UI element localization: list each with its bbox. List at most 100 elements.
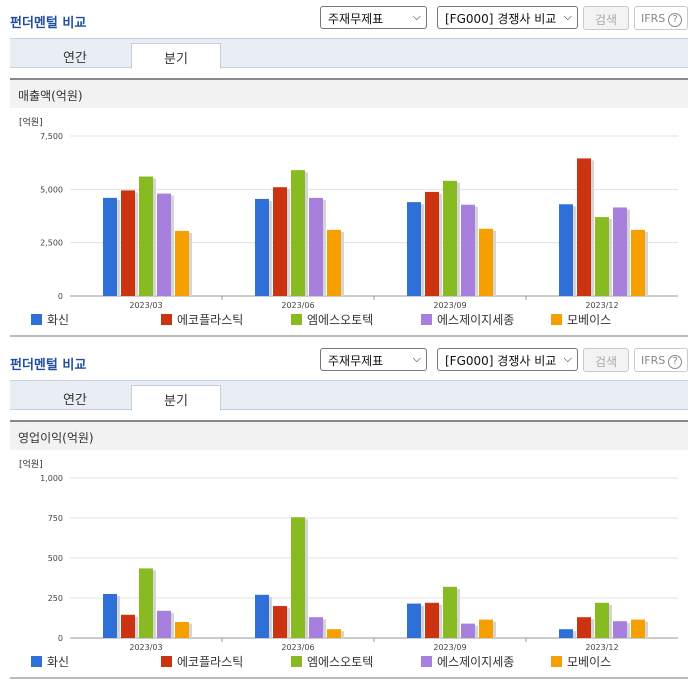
ifrs-help-button[interactable]: IFRS? <box>634 348 688 372</box>
bar <box>631 619 645 638</box>
peer-group-select[interactable]: [FG000] 경쟁사 비교 ⌵ <box>437 348 578 371</box>
statement-select-value: 주재무제표 <box>328 12 384 26</box>
y-tick-label: 500 <box>48 554 63 563</box>
unit-label: [억원] <box>19 116 43 128</box>
fundamental-panel-sales: 펀더멘털 비교 주재무제표 ⌵ [FG000] 경쟁사 비교 ⌵ 검색 IFRS? … <box>10 6 688 337</box>
section-header: 영업이익(억원) <box>10 420 688 450</box>
panel-title: 펀더멘털 비교 <box>10 16 87 31</box>
bar <box>157 193 171 296</box>
bar <box>121 190 135 296</box>
legend-swatch <box>421 656 432 667</box>
bar <box>443 586 457 638</box>
bar <box>479 619 493 638</box>
question-icon: ? <box>668 355 683 369</box>
bar <box>139 176 153 296</box>
statement-select[interactable]: 주재무제표 ⌵ <box>320 6 427 29</box>
statement-select-value: 주재무제표 <box>328 354 384 368</box>
bar <box>425 191 439 296</box>
legend-swatch <box>291 656 302 667</box>
period-tabs: 연간 분기 <box>10 380 688 411</box>
statement-select[interactable]: 주재무제표 ⌵ <box>320 348 427 371</box>
tab-annual[interactable]: 연간 <box>63 51 87 66</box>
legend-label: 에스제이지세종 <box>437 313 514 327</box>
peer-group-select-value: [FG000] 경쟁사 비교 <box>445 12 557 26</box>
section-title: 매출액(억원) <box>18 89 83 103</box>
bar <box>309 617 323 638</box>
bar <box>327 229 341 296</box>
bar <box>461 623 475 638</box>
y-tick-label: 0 <box>58 634 63 643</box>
bar <box>595 602 609 638</box>
section-header: 매출액(억원) <box>10 78 688 108</box>
legend-label: 에스제이지세종 <box>437 655 514 669</box>
legend-swatch <box>161 656 172 667</box>
bar <box>309 197 323 296</box>
section-title: 영업이익(억원) <box>18 431 94 445</box>
legend-label: 화신 <box>47 655 69 669</box>
y-tick-label: 1,000 <box>40 474 63 483</box>
legend-label: 모베이스 <box>567 655 611 669</box>
bar <box>631 229 645 296</box>
bar <box>613 207 627 296</box>
y-tick-label: 5,000 <box>40 185 63 194</box>
legend-label: 엠에스오토텍 <box>307 655 373 669</box>
period-tabs: 연간 분기 <box>10 38 688 69</box>
divider <box>10 335 688 337</box>
ifrs-label: IFRS <box>641 354 666 367</box>
bar <box>407 603 421 638</box>
bar <box>577 617 591 638</box>
legend-swatch <box>161 314 172 325</box>
chevron-down-icon: ⌵ <box>563 352 572 365</box>
tab-quarterly[interactable]: 분기 <box>131 43 221 69</box>
x-tick-label: 2023/06 <box>281 301 314 310</box>
y-tick-label: 2,500 <box>40 239 63 248</box>
y-tick-label: 250 <box>48 594 63 603</box>
bar <box>103 594 117 638</box>
fundamental-panel-operating-profit: 펀더멘털 비교 주재무제표 ⌵ [FG000] 경쟁사 비교 ⌵ 검색 IFRS? … <box>0 342 696 684</box>
legend-swatch <box>31 314 42 325</box>
x-tick-label: 2023/03 <box>129 643 162 652</box>
bar <box>407 202 421 296</box>
tab-quarterly[interactable]: 분기 <box>131 385 221 411</box>
bar <box>103 197 117 296</box>
search-button[interactable]: 검색 <box>583 348 629 372</box>
operating-profit-bar-chart: [억원] 0 250 500 750 1,000 2023/03 2023/06 2023/09… <box>19 458 678 669</box>
legend-label: 에코플라스틱 <box>177 313 243 327</box>
peer-group-select-value: [FG000] 경쟁사 비교 <box>445 354 557 368</box>
question-icon: ? <box>668 13 683 27</box>
x-tick-label: 2023/06 <box>281 643 314 652</box>
y-tick-label: 7,500 <box>40 132 63 141</box>
tab-annual[interactable]: 연간 <box>63 393 87 408</box>
bar <box>559 629 573 638</box>
bar <box>479 228 493 296</box>
bar <box>291 517 305 638</box>
legend-label: 모베이스 <box>567 313 611 327</box>
legend-swatch <box>291 314 302 325</box>
x-tick-label: 2023/09 <box>433 301 466 310</box>
bar <box>273 606 287 638</box>
legend-label: 엠에스오토텍 <box>307 313 373 327</box>
sales-bar-chart: [억원] 0 2,500 5,000 7,500 2023/03 2023/06 2023/0… <box>19 116 678 327</box>
legend-label: 화신 <box>47 313 69 327</box>
chevron-down-icon: ⌵ <box>412 352 421 365</box>
y-tick-label: 750 <box>48 514 63 523</box>
x-tick-label: 2023/12 <box>585 643 618 652</box>
search-button[interactable]: 검색 <box>583 6 629 30</box>
bar <box>139 568 153 638</box>
peer-group-select[interactable]: [FG000] 경쟁사 비교 ⌵ <box>437 6 578 29</box>
ifrs-help-button[interactable]: IFRS? <box>634 6 688 30</box>
bar <box>255 594 269 638</box>
bar <box>175 230 189 296</box>
legend-swatch <box>551 314 562 325</box>
legend-label: 에코플라스틱 <box>177 655 243 669</box>
bar <box>577 158 591 296</box>
bar <box>425 602 439 638</box>
chevron-down-icon: ⌵ <box>563 10 572 23</box>
bar <box>157 610 171 638</box>
ifrs-label: IFRS <box>641 12 666 25</box>
bar <box>291 170 305 296</box>
y-tick-label: 0 <box>58 292 63 301</box>
x-tick-label: 2023/03 <box>129 301 162 310</box>
bar <box>443 180 457 296</box>
bar <box>327 629 341 638</box>
